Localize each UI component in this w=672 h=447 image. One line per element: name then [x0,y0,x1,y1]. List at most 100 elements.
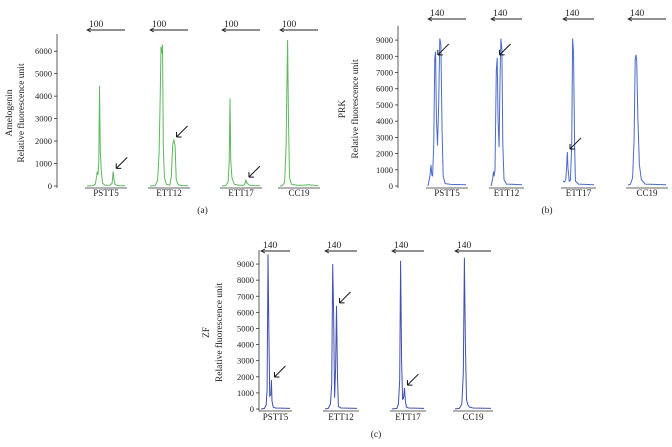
peak-arrow-icon [569,137,582,150]
peak-arrow-head-icon [339,297,345,304]
lane-ett17: 140 ETT17 [390,241,426,422]
peak-arrow-head-icon [176,131,182,138]
y-axis-title-unit: Relative fluorescence unit [16,63,27,163]
y-tick-label: 0 [250,404,254,414]
y-tick-label: 5000 [35,69,52,79]
y-tick-label: 3000 [376,132,393,142]
y-axis-title-gene: Amelogenin [5,89,15,136]
panel-0: 0 1000 2000 3000 4000 5000 6000 Amelogenin Relat… [5,20,320,216]
lane-pstt5: 140 PSTT5 [426,9,468,198]
sample-label: PSTT5 [434,188,460,198]
size-marker-label: 140 [630,9,645,19]
lane-ett17: 100 ETT17 [220,20,262,198]
trace-line [221,98,261,187]
size-marker-label: 100 [152,20,167,30]
peak-arrow-head-icon [248,172,254,178]
y-tick-label: 1000 [376,165,393,175]
size-marker-label: 140 [457,241,472,251]
y-tick-label: 7000 [237,291,254,301]
y-tick-label: 0 [48,181,52,191]
y-tick-label: 1000 [35,159,52,169]
lane-pstt5: 140 PSTT5 [259,241,292,422]
size-marker-label: 100 [89,20,104,30]
peak-arrow-head-icon [273,372,280,378]
trace-line [149,44,189,187]
y-tick-label: 2000 [35,136,52,146]
size-marker-arrow-icon [454,248,460,254]
size-marker-label: 100 [282,20,297,30]
peak-arrow-head-icon [115,163,122,169]
size-marker-arrow-icon [562,16,568,22]
y-tick-label: 6000 [237,307,254,317]
y-tick-label: 5000 [376,100,393,110]
panel-label: (b) [541,205,552,216]
trace-line [490,38,523,187]
y-tick-label: 0 [389,181,393,191]
panel-label: (c) [371,429,382,440]
y-tick-label: 1000 [237,388,254,398]
trace-line [324,264,358,410]
y-tick-label: 8000 [237,275,254,285]
y-tick-label: 6000 [376,84,393,94]
sample-label: PSTT5 [263,412,289,422]
lane-pstt5: 100 PSTT5 [85,20,128,198]
trace-line [427,38,467,187]
y-axis-title-unit: Relative fluorescence unit [350,59,361,159]
peak-arrow-icon [407,373,419,386]
y-tick-label: 8000 [376,51,393,61]
size-marker-label: 140 [327,241,342,251]
y-tick-label: 5000 [237,323,254,333]
lane-ett12: 140 ETT12 [489,9,524,198]
peak-arrow-head-icon [569,143,576,150]
y-tick-label: 4000 [237,340,254,350]
peak-arrow-icon [274,365,286,378]
peak-arrow-head-icon [437,49,443,56]
size-marker-label: 140 [493,9,508,19]
size-marker-label: 140 [263,241,278,251]
peak-arrow-icon [176,125,188,138]
size-marker-label: 100 [224,20,239,30]
y-tick-label: 4000 [35,91,52,101]
size-marker-arrow-icon [627,16,633,22]
trace-line [627,54,667,186]
sample-label: ETT17 [228,188,254,198]
lane-cc19: 140 CC19 [453,241,493,422]
lane-ett12: 100 ETT12 [148,20,190,198]
peak-arrow-head-icon [406,380,413,386]
size-marker-label: 140 [394,241,409,251]
y-tick-label: 7000 [376,68,393,78]
panel-1: 0 1000 2000 3000 4000 5000 6000 7000 8000 9000 PRK… [338,9,668,216]
sample-label: CC19 [288,188,310,198]
size-marker-label: 140 [565,9,580,19]
y-tick-label: 4000 [376,116,393,126]
size-marker-arrow-icon [324,248,330,254]
y-axis-title-gene: ZF [202,327,212,338]
size-marker-arrow-icon [221,27,227,33]
y-tick-label: 9000 [237,259,254,269]
panel-2: 0 1000 2000 3000 4000 5000 6000 7000 8000 9000 ZF R… [202,241,493,440]
size-marker-arrow-icon [149,27,155,33]
peak-arrow-icon [339,291,351,304]
y-tick-label: 6000 [35,46,52,56]
size-marker-arrow-icon [260,248,266,254]
peak-arrow-icon [499,43,511,56]
sample-label: ETT17 [566,188,592,198]
lane-cc19: 100 CC19 [278,20,320,198]
size-marker-arrow-icon [427,16,433,22]
trace-line [86,85,126,187]
y-tick-label: 3000 [35,114,52,124]
lane-ett12: 140 ETT12 [323,241,359,422]
size-marker-arrow-icon [490,16,496,22]
peak-arrow-head-icon [499,49,505,56]
trace-line [454,257,492,410]
panel-label: (a) [197,205,208,216]
trace-line [391,260,425,410]
sample-label: ETT17 [395,412,421,422]
sample-label: CC19 [462,412,484,422]
size-marker-arrow-icon [391,248,397,254]
sample-label: ETT12 [494,188,520,198]
sample-label: ETT12 [156,188,182,198]
y-tick-label: 2000 [237,372,254,382]
peak-arrow-icon [437,43,450,56]
